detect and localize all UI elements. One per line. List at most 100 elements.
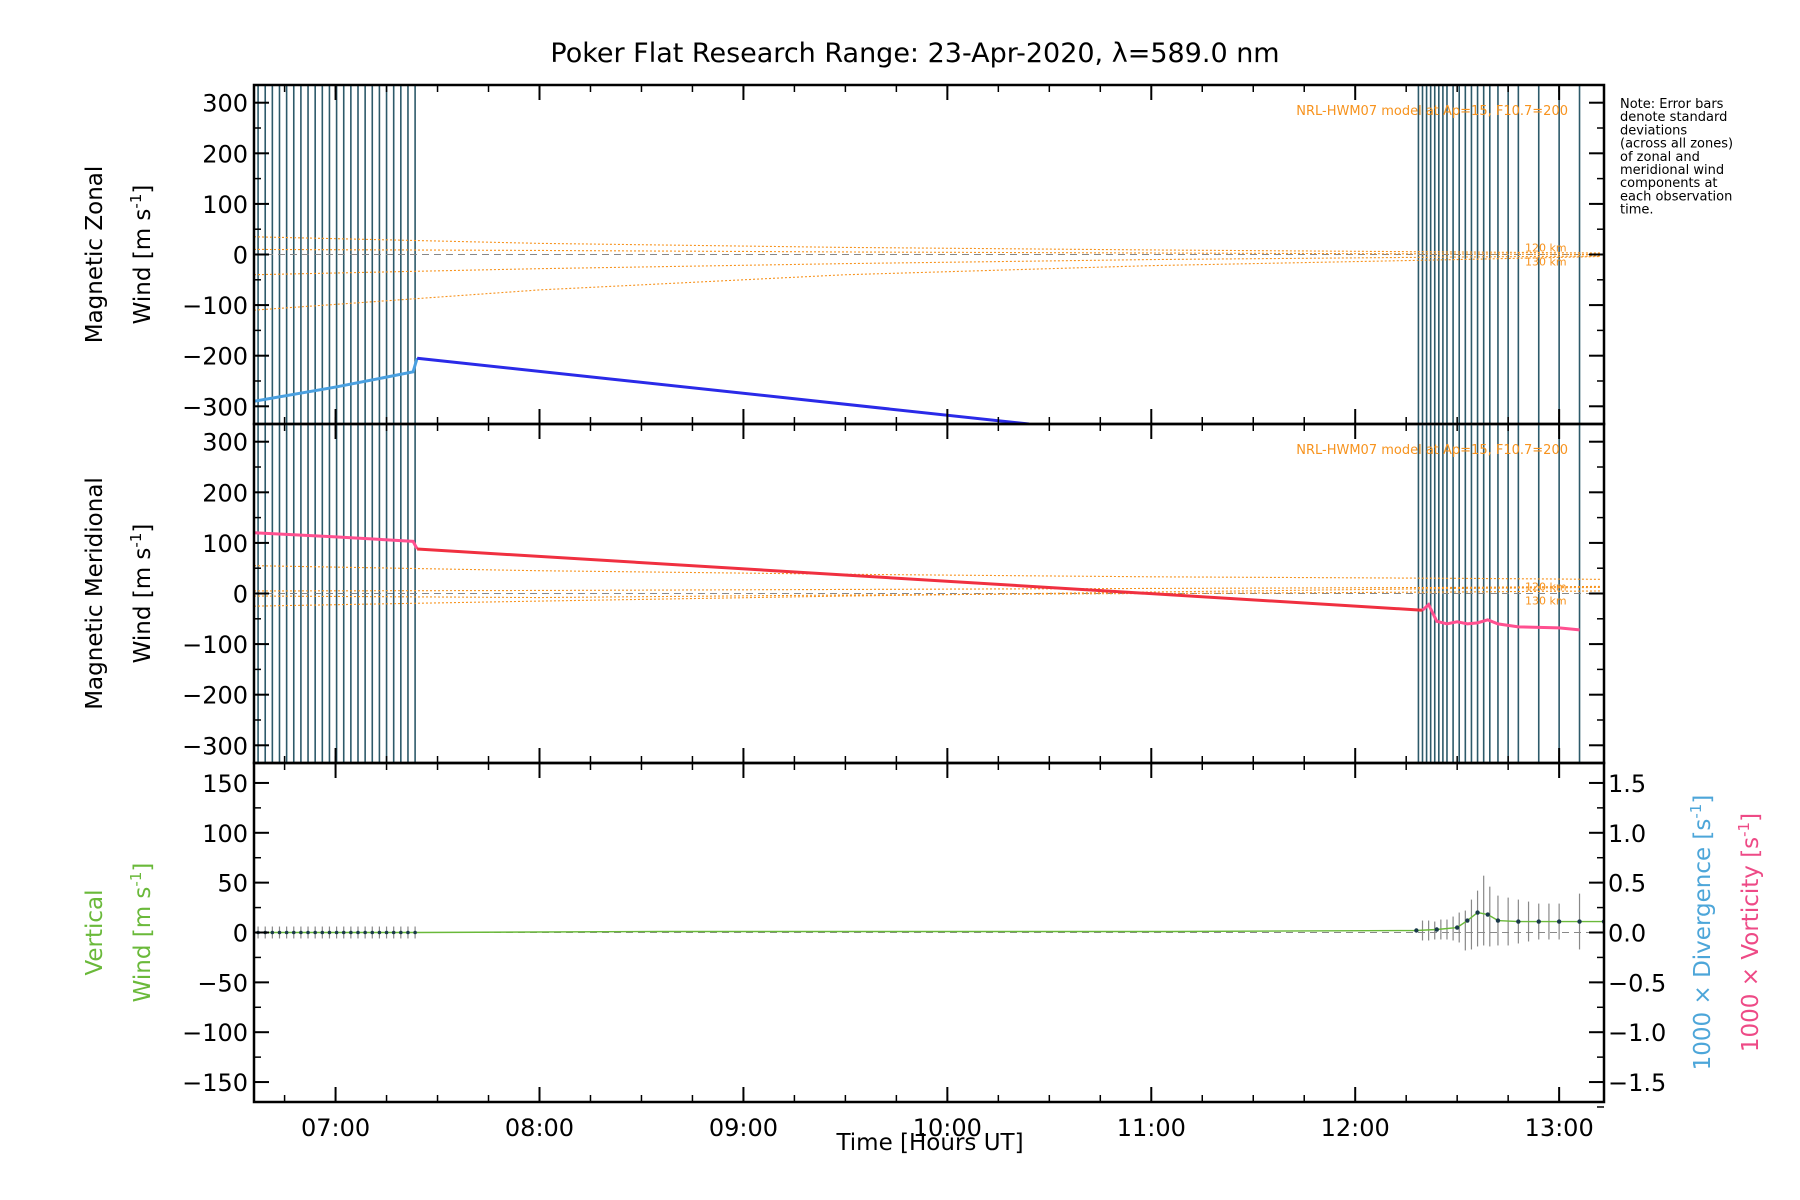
y2-tick-label: 0.5 <box>1608 870 1646 898</box>
data-point <box>406 930 410 935</box>
y-tick-label: 200 <box>202 479 248 507</box>
series-line-observed_early <box>254 357 419 403</box>
y-tick-label: 100 <box>202 820 248 848</box>
y-axis-label-line1: Magnetic Meridional <box>82 477 108 710</box>
data-point <box>413 930 417 935</box>
y-axis-label-superscript: -1 <box>127 194 145 209</box>
meridional-wind-panel: NRL-HWM07 model at Ap=15, F10.7=200 120 k… <box>82 422 1606 765</box>
model-curve <box>254 255 1600 311</box>
data-point <box>363 930 367 935</box>
y2-tick-label: −1.0 <box>1608 1019 1666 1047</box>
model-altitude-label: 120 km <box>1525 581 1567 594</box>
model-label: NRL-HWM07 model at Ap=15, F10.7=200 <box>1296 104 1568 119</box>
y2-axis-label-divergence: 1000 × Divergence [s-1] <box>1687 795 1716 1071</box>
y-axis-label-line1: Vertical <box>82 889 108 975</box>
data-point <box>384 930 389 935</box>
data-point <box>306 930 310 935</box>
model-altitude-label: 130 km <box>1525 595 1567 608</box>
zonal-wind-panel: NRL-HWM07 model at Ap=15, F10.7=200 120 k… <box>82 83 1606 426</box>
y-tick-label: −300 <box>182 732 248 760</box>
y-axis-label-bracket: ] <box>130 185 156 194</box>
y-tick-label: −100 <box>182 292 248 320</box>
y-axis-label-line1: Magnetic Zonal <box>82 166 108 344</box>
note-line: meridional wind <box>1620 163 1724 178</box>
plot-area <box>254 424 1604 763</box>
y2-tick-label: 0.0 <box>1608 920 1646 948</box>
note-line: Note: Error bars <box>1620 97 1724 112</box>
plot-area <box>254 85 1604 424</box>
y-tick-label: 300 <box>202 429 248 457</box>
series-line-interpolated <box>416 356 1030 424</box>
y2-axis-label-vorticity: 1000 × Vorticity [s-1] <box>1735 813 1764 1052</box>
y-tick-label: 300 <box>202 90 248 118</box>
y-tick-label: −50 <box>197 969 248 997</box>
y-tick-label: −200 <box>182 343 248 371</box>
y-tick-label: 0 <box>233 242 248 270</box>
series-line-observed_late <box>1421 602 1580 632</box>
data-point <box>391 930 396 935</box>
y-tick-label: 100 <box>202 191 248 219</box>
data-point <box>1577 919 1582 924</box>
y2-axis-label-vorticity-bracket: ] <box>1738 813 1764 822</box>
vertical-wind-panel: −150 −100 −50 0 50 100 150 Vertical Wind [m s-1]… <box>82 761 1764 1142</box>
y-tick-label: −100 <box>182 631 248 659</box>
y-tick-label: 100 <box>202 530 248 558</box>
note-line: time. <box>1620 203 1654 218</box>
y-tick-label: −200 <box>182 682 248 710</box>
x-tick-label: 08:00 <box>505 1114 574 1142</box>
y-axis-label-bracket: ] <box>130 863 156 872</box>
data-point <box>1516 919 1521 924</box>
data-point <box>1556 919 1562 924</box>
data-point <box>399 930 403 935</box>
x-tick-label: 12:00 <box>1321 1114 1390 1142</box>
y2-tick-label: 1.0 <box>1608 820 1646 848</box>
y-tick-label: 0 <box>233 581 248 609</box>
y-axis-label-superscript: -1 <box>127 533 145 548</box>
data-point <box>1495 918 1501 923</box>
model-altitude-label: 130 km <box>1525 256 1567 269</box>
y-tick-label: 200 <box>202 140 248 168</box>
y-axis-label-line2: Wind [m s-1] <box>127 863 156 1003</box>
series-line-interpolated <box>417 547 1423 612</box>
x-tick-label: 11:00 <box>1117 1114 1186 1142</box>
data-point <box>320 930 325 935</box>
y-axis-label-bracket: ] <box>130 524 156 533</box>
data-point <box>1434 927 1439 932</box>
x-tick-label: 10:00 <box>913 1114 982 1142</box>
data-point <box>270 930 275 935</box>
data-point <box>299 930 303 935</box>
note-line: components at <box>1620 176 1718 191</box>
y2-tick-label: −0.5 <box>1608 969 1666 997</box>
series-line-vertical_wind <box>254 911 1604 934</box>
data-point <box>1454 925 1460 930</box>
data-point <box>370 930 375 935</box>
y2-axis-label-divergence-bracket: ] <box>1690 795 1716 804</box>
model-curve <box>254 255 1600 276</box>
note-line: denote standard <box>1620 110 1727 125</box>
data-point <box>327 930 332 935</box>
chart-title: Poker Flat Research Range: 23-Apr-2020, … <box>550 38 1279 69</box>
model-curve <box>254 248 1600 256</box>
x-tick-label: 09:00 <box>709 1114 778 1142</box>
data-point <box>277 930 282 935</box>
y-tick-label: −150 <box>182 1069 248 1097</box>
y2-tick-label: −1.5 <box>1608 1069 1666 1097</box>
y2-axis-label-divergence-superscript: -1 <box>1687 804 1705 819</box>
data-point <box>1485 912 1490 917</box>
y-tick-label: 50 <box>217 870 248 898</box>
series-line-observed_early <box>254 531 419 550</box>
data-point <box>341 930 346 935</box>
model-curve <box>254 236 1600 254</box>
y2-tick-label: 1.5 <box>1608 770 1646 798</box>
data-point <box>1536 919 1541 924</box>
data-point <box>349 930 353 935</box>
model-label: NRL-HWM07 model at Ap=15, F10.7=200 <box>1296 443 1568 458</box>
data-point <box>377 930 382 935</box>
y-axis-label-line2: Wind [m s-1] <box>127 185 156 325</box>
note-line: deviations <box>1620 123 1687 138</box>
data-point <box>334 930 339 935</box>
y-tick-label: 150 <box>202 770 248 798</box>
model-curve <box>254 585 1600 592</box>
data-point <box>1465 918 1470 923</box>
